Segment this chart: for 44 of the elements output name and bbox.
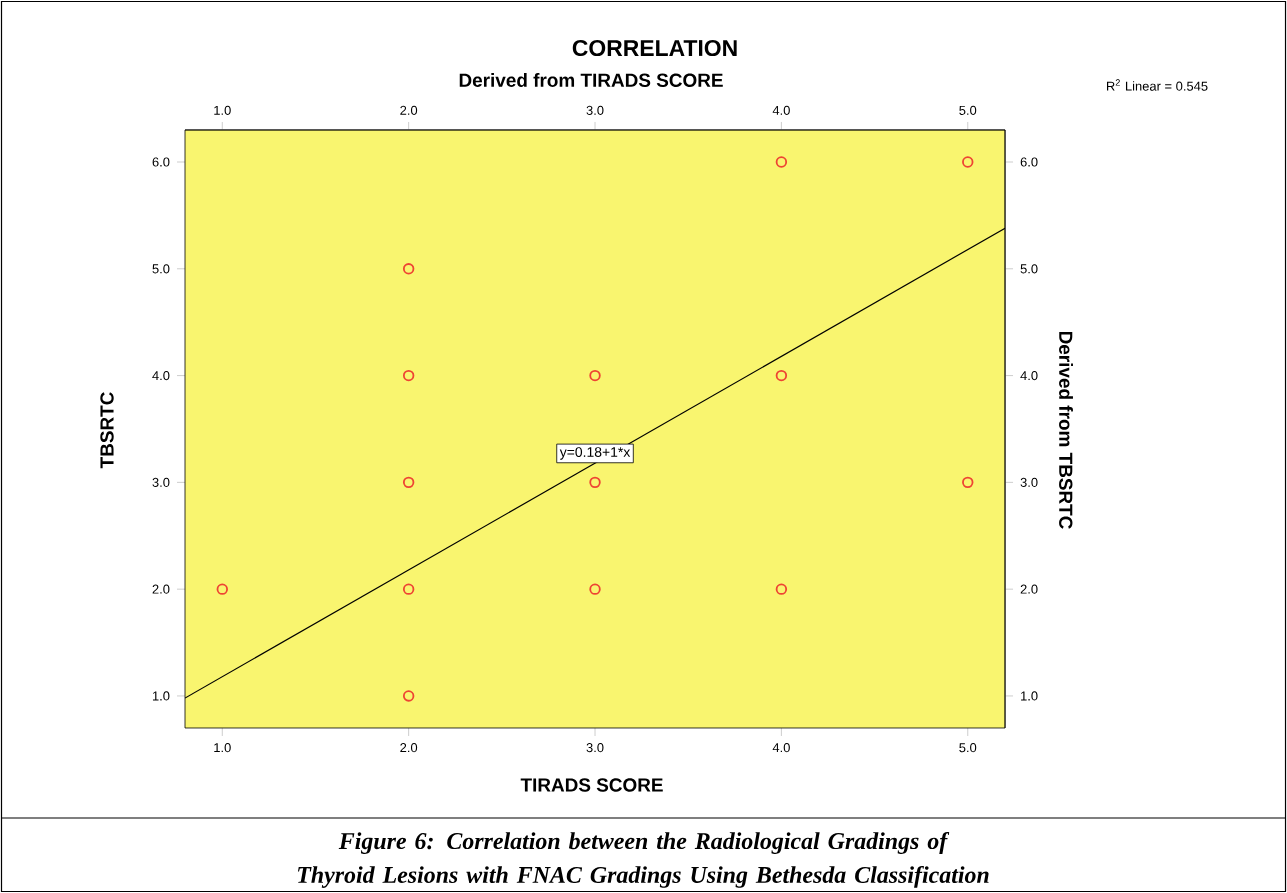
text: R$^{2}$ Linear = 0.545 (1106, 79, 1208, 91)
point (402, 583, 415, 595)
x2-tick-label: 3.0 (586, 743, 604, 753)
x-tick-label: 1.0 (214, 105, 231, 115)
x2-tick-label: 4.0 (772, 743, 790, 753)
y-tick-label: 1.0 (152, 691, 170, 701)
y-axis-title: TBSRTC (100, 392, 114, 469)
point (775, 156, 788, 168)
x2-tick-label: 5.0 (959, 743, 977, 753)
y-tick-label: 5.0 (152, 264, 170, 274)
y-tick-label: 2.0 (152, 584, 170, 594)
x2-axis-title: Derived from TIRADS SCORE (459, 73, 723, 87)
point (216, 583, 228, 595)
point (589, 476, 601, 489)
y-tick-label: 3.0 (152, 477, 170, 487)
x-tick-label: 2.0 (400, 105, 418, 115)
y2-tick-label: 4.0 (1020, 371, 1038, 381)
y-tick-label: 4.0 (152, 371, 170, 381)
x-tick-label: 5.0 (959, 105, 977, 115)
point (402, 263, 415, 275)
x-tick-label: 4.0 (772, 105, 790, 115)
point (402, 690, 415, 702)
x2-tick-label: 2.0 (400, 743, 418, 753)
chart-title: CORRELATION (572, 39, 737, 57)
point (402, 476, 415, 489)
x-axis-title: TIRADS SCORE (520, 778, 663, 792)
x2-tick-label: 1.0 (214, 743, 231, 753)
y2-tick-label: 1.0 (1021, 691, 1038, 701)
y2-tick-label: 5.0 (1020, 264, 1038, 274)
point (402, 369, 415, 382)
point (962, 476, 974, 489)
point (589, 369, 601, 382)
y2-axis-title: Derived from TBSRTC (1059, 331, 1073, 529)
y2-tick-label: 2.0 (1020, 584, 1038, 594)
point (962, 156, 974, 168)
y2-tick-label: 3.0 (1020, 477, 1038, 487)
y-tick-label: 6.0 (152, 157, 170, 167)
annotation: y=0.18+1*x (559, 447, 631, 460)
point (775, 583, 788, 595)
caption: Figure 6: Correlation between the Radiological Gradings of Thyroid Lesions with FNAC Gradings Using Bethesda Classification (297, 832, 989, 888)
x-tick-label: 3.0 (586, 105, 604, 115)
y2-tick-label: 6.0 (1020, 157, 1038, 167)
point (589, 583, 601, 595)
point (775, 369, 788, 382)
